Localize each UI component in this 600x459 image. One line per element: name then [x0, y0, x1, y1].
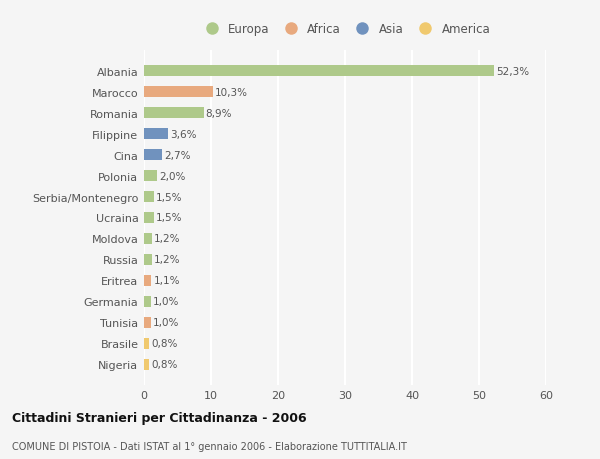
Text: Cittadini Stranieri per Cittadinanza - 2006: Cittadini Stranieri per Cittadinanza - 2…	[12, 412, 307, 425]
Text: 3,6%: 3,6%	[170, 129, 197, 139]
Text: 1,2%: 1,2%	[154, 234, 181, 244]
Text: 1,2%: 1,2%	[154, 255, 181, 265]
Text: 0,8%: 0,8%	[151, 339, 178, 349]
Text: 1,5%: 1,5%	[156, 213, 182, 223]
Text: 52,3%: 52,3%	[496, 67, 530, 77]
Bar	[144, 275, 151, 286]
Bar	[144, 150, 162, 161]
Bar	[144, 87, 213, 98]
Bar	[144, 296, 151, 308]
Bar	[144, 170, 157, 182]
Text: 2,0%: 2,0%	[160, 171, 186, 181]
Text: 2,7%: 2,7%	[164, 150, 191, 160]
Bar	[144, 338, 149, 349]
Bar	[144, 233, 152, 245]
Text: 0,8%: 0,8%	[151, 359, 178, 369]
Text: 1,0%: 1,0%	[153, 297, 179, 307]
Text: 1,1%: 1,1%	[154, 276, 180, 286]
Bar	[144, 359, 149, 370]
Text: 10,3%: 10,3%	[215, 87, 248, 97]
Bar	[144, 129, 168, 140]
Text: COMUNE DI PISTOIA - Dati ISTAT al 1° gennaio 2006 - Elaborazione TUTTITALIA.IT: COMUNE DI PISTOIA - Dati ISTAT al 1° gen…	[12, 441, 407, 451]
Text: 1,0%: 1,0%	[153, 318, 179, 328]
Bar	[144, 317, 151, 329]
Bar	[144, 212, 154, 224]
Bar	[144, 107, 203, 119]
Text: 1,5%: 1,5%	[156, 192, 182, 202]
Legend: Europa, Africa, Asia, America: Europa, Africa, Asia, America	[196, 20, 494, 39]
Bar	[144, 254, 152, 266]
Bar	[144, 191, 154, 203]
Bar	[144, 66, 494, 77]
Text: 8,9%: 8,9%	[206, 108, 232, 118]
